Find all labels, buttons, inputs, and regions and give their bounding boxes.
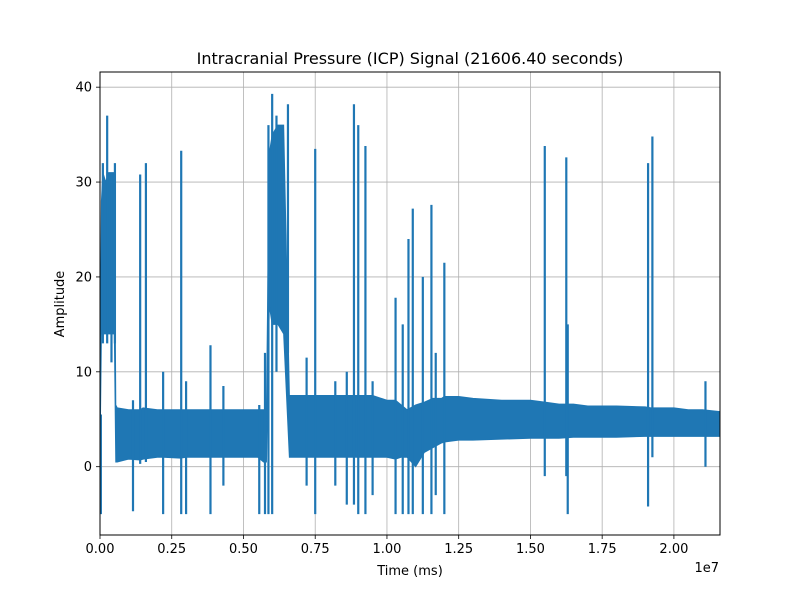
x-tick-label: 0.00 xyxy=(86,542,115,557)
y-tick-label: 20 xyxy=(75,270,92,285)
x-tick-label: 1.75 xyxy=(588,542,617,557)
y-tick-label: 10 xyxy=(75,365,92,380)
x-tick-label: 1.50 xyxy=(516,542,545,557)
x-tick-label: 1.00 xyxy=(372,542,401,557)
x-tick-label: 0.50 xyxy=(229,542,258,557)
grid xyxy=(99,72,720,535)
x-tick-label: 0.25 xyxy=(157,542,186,557)
axes-frame xyxy=(99,71,721,536)
chart-title: Intracranial Pressure (ICP) Signal (2160… xyxy=(197,49,624,68)
y-axis-label: Amplitude xyxy=(53,271,68,338)
x-tick-label: 2.00 xyxy=(659,542,688,557)
x-axis-offset-text: 1e7 xyxy=(694,561,719,576)
x-tick-label: 0.75 xyxy=(301,542,330,557)
plot-area xyxy=(100,93,720,515)
x-tick-label: 1.25 xyxy=(444,542,473,557)
y-tick-label: 40 xyxy=(75,81,92,96)
y-tick-label: 0 xyxy=(84,460,92,475)
y-tick-label: 30 xyxy=(75,176,92,191)
x-axis-label: Time (ms) xyxy=(376,564,443,579)
signal-band xyxy=(100,124,720,468)
ticks: 0.00 0.25 0.50 0.75 1.00 1.25 1.50 1.75 2.00 0 10 2… xyxy=(75,81,688,557)
